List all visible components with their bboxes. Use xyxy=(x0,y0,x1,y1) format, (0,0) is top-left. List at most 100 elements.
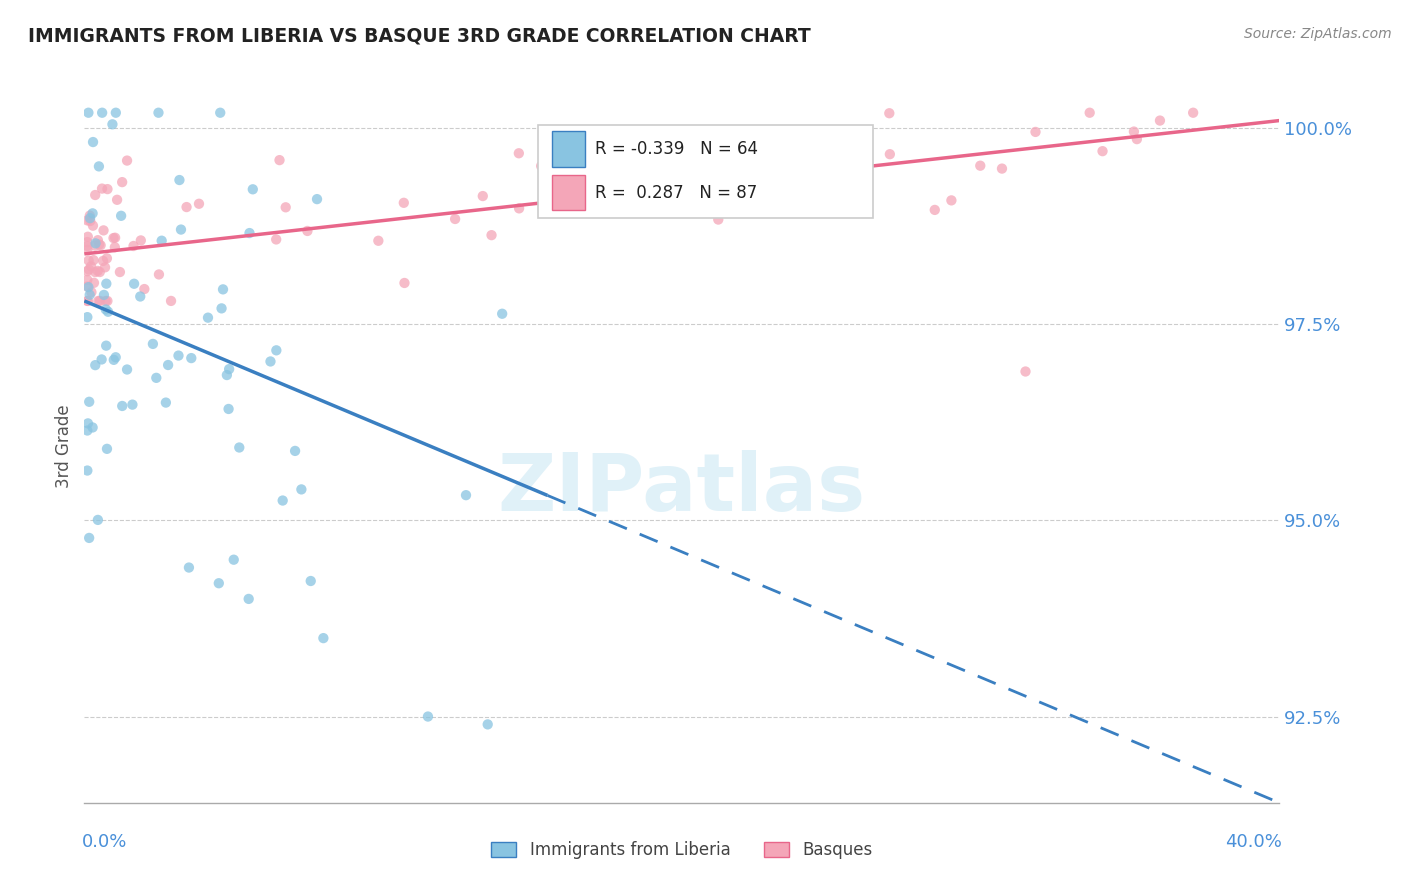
Point xyxy=(87,233,110,247)
Point xyxy=(77,394,100,409)
Point xyxy=(924,202,946,217)
Point xyxy=(77,417,100,431)
Point xyxy=(94,302,117,317)
Point xyxy=(90,352,112,367)
Point xyxy=(157,358,180,372)
Point xyxy=(1024,125,1046,139)
Point xyxy=(481,228,503,243)
Point xyxy=(76,279,98,293)
Point xyxy=(77,105,100,120)
Point xyxy=(76,293,98,308)
Point xyxy=(96,252,118,266)
Point xyxy=(264,232,287,246)
Point xyxy=(115,362,138,376)
Point xyxy=(454,488,477,502)
Point xyxy=(794,148,817,162)
Point xyxy=(735,190,758,204)
Point xyxy=(77,280,100,294)
Point xyxy=(96,277,118,291)
Point xyxy=(142,337,165,351)
Point xyxy=(1091,144,1114,158)
Point xyxy=(160,293,183,308)
Point xyxy=(222,552,245,566)
Point xyxy=(104,351,127,365)
Point xyxy=(84,236,107,251)
Point xyxy=(104,240,127,254)
Point xyxy=(134,282,156,296)
Point xyxy=(76,235,98,249)
Point xyxy=(82,206,104,220)
Point xyxy=(211,301,233,316)
Point xyxy=(367,234,389,248)
Point xyxy=(79,288,101,302)
Point xyxy=(266,343,288,358)
Point xyxy=(188,196,211,211)
Point xyxy=(392,195,415,210)
Point xyxy=(799,140,821,154)
Point xyxy=(238,226,260,240)
Point xyxy=(212,282,235,296)
Point xyxy=(77,293,100,308)
Point xyxy=(290,483,312,497)
Point xyxy=(84,238,107,252)
Point xyxy=(491,307,513,321)
Point xyxy=(508,202,530,216)
Point xyxy=(228,441,250,455)
Point xyxy=(148,268,170,282)
Point xyxy=(104,231,127,245)
Point xyxy=(215,368,238,382)
Point xyxy=(79,214,101,228)
Point xyxy=(508,146,530,161)
Point xyxy=(76,243,98,257)
Point xyxy=(299,574,322,588)
Point xyxy=(242,182,264,196)
Point xyxy=(1014,364,1036,378)
Point xyxy=(115,153,138,168)
Point xyxy=(76,424,98,438)
Point xyxy=(91,254,114,268)
Point xyxy=(969,159,991,173)
Point xyxy=(1126,132,1149,146)
FancyBboxPatch shape xyxy=(553,175,585,211)
Point xyxy=(101,117,124,131)
Point xyxy=(83,276,105,290)
Point xyxy=(76,229,98,244)
Point xyxy=(87,513,110,527)
Point xyxy=(259,354,281,368)
Point xyxy=(87,160,110,174)
Point xyxy=(551,170,574,185)
Point xyxy=(271,493,294,508)
Point xyxy=(1182,105,1205,120)
Point xyxy=(96,442,118,456)
Point xyxy=(530,159,553,173)
Point xyxy=(121,398,143,412)
Text: 40.0%: 40.0% xyxy=(1226,833,1282,851)
Point xyxy=(177,560,200,574)
Point xyxy=(167,349,190,363)
Point xyxy=(76,273,98,287)
Point xyxy=(108,265,131,279)
Point xyxy=(87,264,110,278)
Point xyxy=(82,135,104,149)
Point xyxy=(145,371,167,385)
Point xyxy=(89,293,111,308)
Point xyxy=(84,358,107,372)
Point xyxy=(180,351,202,365)
Point xyxy=(82,420,104,434)
Point xyxy=(991,161,1014,176)
Legend: Immigrants from Liberia, Basques: Immigrants from Liberia, Basques xyxy=(485,835,879,866)
Point xyxy=(129,234,152,248)
Point xyxy=(89,265,111,279)
Point xyxy=(79,209,101,223)
Point xyxy=(636,203,658,218)
Point xyxy=(87,293,110,308)
Point xyxy=(80,260,103,274)
Point xyxy=(103,231,125,245)
Point xyxy=(941,194,963,208)
Point xyxy=(1078,105,1101,120)
Point xyxy=(93,223,115,237)
Point xyxy=(209,105,232,120)
Point xyxy=(76,264,98,278)
Point xyxy=(284,444,307,458)
FancyBboxPatch shape xyxy=(538,125,873,218)
